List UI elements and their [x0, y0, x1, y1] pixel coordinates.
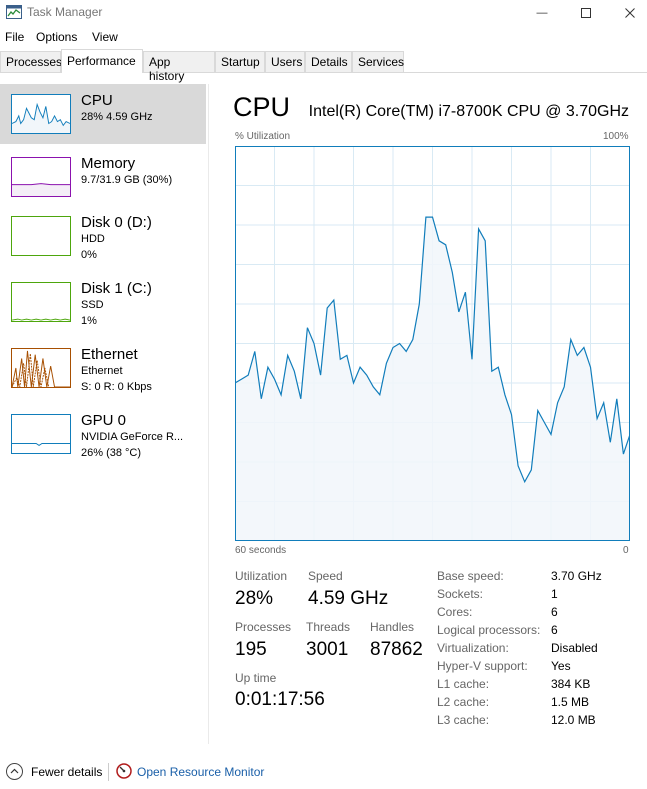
detail-value: 6	[551, 623, 558, 637]
tab-details[interactable]: Details	[305, 51, 352, 72]
sidebar-divider	[208, 84, 209, 744]
sidebar-item-type: NVIDIA GeForce R...	[81, 431, 184, 443]
utilization-value: 28%	[235, 588, 274, 609]
detail-value: Disabled	[551, 641, 598, 655]
processes-value: 195	[235, 639, 267, 660]
sidebar-item-memory[interactable]: Memory 9.7/31.9 GB (30%)	[0, 147, 206, 207]
utilization-label: Utilization	[235, 569, 288, 583]
utilization-line	[234, 216, 631, 484]
speed-label: Speed	[308, 569, 343, 583]
minimize-icon: —	[536, 7, 548, 19]
sidebar-item-type: Ethernet	[81, 365, 123, 377]
footer-bar: Fewer details Open Resource Monitor	[0, 760, 647, 786]
detail-key: L3 cache:	[437, 713, 490, 727]
menu-file[interactable]: File	[5, 30, 25, 44]
footer-divider	[108, 763, 109, 781]
x-axis-left-label: 60 seconds	[235, 545, 287, 556]
sidebar-item-type: HDD	[81, 233, 105, 245]
maximize-icon	[581, 8, 591, 18]
threads-value: 3001	[306, 639, 349, 660]
sidebar-item-label: CPU	[81, 92, 113, 109]
sidebar-item-label: Disk 0 (D:)	[81, 214, 152, 231]
detail-key: L2 cache:	[437, 695, 490, 709]
detail-value: 384 KB	[551, 677, 591, 691]
tab-startup[interactable]: Startup	[215, 51, 265, 72]
task-manager-icon	[6, 5, 22, 19]
minimize-button[interactable]: —	[519, 0, 565, 26]
sidebar-item-detail: S: 0 R: 0 Kbps	[81, 381, 152, 393]
cpu-utilization-graph	[234, 146, 631, 541]
performance-sidebar: CPU 28% 4.59 GHz Memory 9.7/31.9 GB (30%…	[0, 84, 208, 744]
menu-bar: File Options View	[0, 27, 647, 47]
cpu-thumbnail-graph	[11, 94, 71, 134]
title-bar: Task Manager —	[0, 0, 647, 26]
detail-value: 1.5 MB	[551, 695, 590, 709]
tab-users[interactable]: Users	[265, 51, 305, 72]
sidebar-item-cpu[interactable]: CPU 28% 4.59 GHz	[0, 84, 206, 144]
ethernet-thumbnail-graph	[11, 348, 71, 388]
utilization-area	[235, 217, 630, 541]
sidebar-item-detail: 9.7/31.9 GB (30%)	[81, 174, 173, 186]
detail-value: 12.0 MB	[551, 713, 596, 727]
page-title: CPU	[233, 92, 291, 122]
handles-label: Handles	[370, 620, 415, 634]
cpu-graph-svg	[234, 146, 631, 541]
sidebar-item-label: Memory	[81, 155, 136, 172]
processes-label: Processes	[235, 620, 292, 634]
tab-performance[interactable]: Performance	[61, 49, 143, 73]
tab-processes[interactable]: Processes	[0, 51, 62, 72]
detail-key: Logical processors:	[437, 623, 541, 637]
detail-key: Cores:	[437, 605, 473, 619]
tab-app-history[interactable]: App history	[143, 51, 215, 83]
detail-key: Base speed:	[437, 569, 504, 583]
threads-label: Threads	[306, 620, 351, 634]
gpu-thumbnail-graph	[11, 414, 71, 454]
sidebar-item-ethernet[interactable]: Ethernet Ethernet S: 0 R: 0 Kbps	[0, 338, 206, 398]
sidebar-item-disk-1[interactable]: Disk 1 (C:) SSD 1%	[0, 272, 206, 332]
detail-key: L1 cache:	[437, 677, 490, 691]
window-title: Task Manager	[27, 5, 103, 19]
y-axis-label: % Utilization	[235, 131, 291, 142]
detail-key: Hyper-V support:	[437, 659, 528, 673]
graph-border	[235, 146, 630, 541]
tab-services[interactable]: Services	[352, 51, 404, 72]
cpu-model-name: Intel(R) Core(TM) i7-8700K CPU @ 3.70GHz	[308, 103, 629, 120]
tab-strip: Processes Performance App history Startu…	[0, 49, 647, 83]
detail-key: Sockets:	[437, 587, 484, 601]
sidebar-item-label: GPU 0	[81, 412, 127, 429]
handles-value: 87862	[370, 639, 423, 660]
menu-view[interactable]: View	[92, 30, 118, 44]
memory-thumbnail-graph	[11, 157, 71, 197]
close-button[interactable]	[607, 0, 647, 26]
sidebar-item-detail: 0%	[81, 249, 97, 261]
speed-value: 4.59 GHz	[308, 588, 389, 609]
disk-0-thumbnail-graph	[11, 216, 71, 256]
y-axis-max-label: 100%	[603, 131, 629, 142]
resource-monitor-icon[interactable]	[116, 763, 132, 779]
menu-options[interactable]: Options	[36, 30, 78, 44]
close-icon	[625, 8, 635, 18]
x-axis-right-label: 0	[623, 545, 629, 556]
maximize-button[interactable]	[563, 0, 609, 26]
sidebar-item-gpu-0[interactable]: GPU 0 NVIDIA GeForce R... 26% (38 °C)	[0, 404, 206, 464]
sidebar-item-label: Disk 1 (C:)	[81, 280, 152, 297]
sidebar-item-detail: 26% (38 °C)	[81, 447, 142, 459]
detail-key: Virtualization:	[437, 641, 509, 655]
uptime-label: Up time	[235, 671, 277, 685]
detail-value: 3.70 GHz	[551, 569, 602, 583]
detail-value: 1	[551, 587, 558, 601]
sidebar-item-detail: 28% 4.59 GHz	[81, 111, 153, 123]
sidebar-item-type: SSD	[81, 299, 104, 311]
uptime-value: 0:01:17:56	[235, 689, 325, 710]
open-resource-monitor-link[interactable]: Open Resource Monitor	[137, 765, 265, 779]
chevron-up-icon[interactable]	[6, 763, 23, 780]
sidebar-item-label: Ethernet	[81, 346, 138, 363]
disk-1-thumbnail-graph	[11, 282, 71, 322]
sidebar-item-detail: 1%	[81, 315, 97, 327]
detail-value: 6	[551, 605, 558, 619]
detail-value: Yes	[551, 659, 571, 673]
sidebar-item-disk-0[interactable]: Disk 0 (D:) HDD 0%	[0, 206, 206, 266]
fewer-details-link[interactable]: Fewer details	[31, 765, 103, 779]
